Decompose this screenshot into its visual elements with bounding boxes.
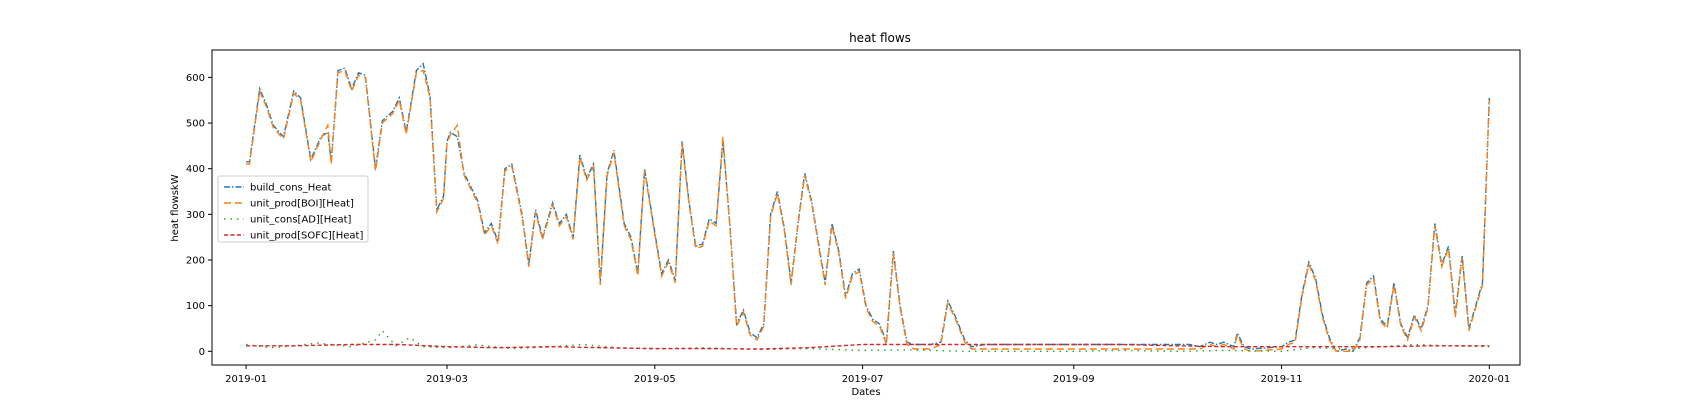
series-line-unit-cons-ad-heat- xyxy=(246,329,1490,353)
x-tick-label: 2019-07 xyxy=(842,374,884,385)
plot-area xyxy=(246,62,1490,353)
x-tick-label: 2020-01 xyxy=(1468,374,1510,385)
y-axis: 0 100 200 300 400 500 600 xyxy=(186,73,212,358)
series-line-unit-prod-boi-heat- xyxy=(246,69,1490,353)
series-line-build-cons-heat xyxy=(246,62,1490,353)
chart-title: heat flows xyxy=(849,31,911,45)
y-tick-label: 200 xyxy=(186,256,205,267)
y-tick-label: 400 xyxy=(186,164,205,175)
plot-frame xyxy=(211,49,1521,366)
x-axis: 2019-01 2019-03 2019-05 2019-07 2019-09 2019-… xyxy=(225,365,1510,385)
legend-label: unit_prod[SOFC][Heat] xyxy=(250,231,363,242)
x-tick-label: 2019-01 xyxy=(225,374,267,385)
y-tick-label: 300 xyxy=(186,210,205,221)
y-axis-title: heat flowskW xyxy=(170,174,181,241)
x-tick-label: 2019-11 xyxy=(1261,374,1303,385)
series-line-unit-prod-sofc-heat- xyxy=(246,343,1490,350)
legend-label: build_cons_Heat xyxy=(250,183,332,194)
legend: build_cons_Heat unit_prod[BOI][Heat] unit_… xyxy=(217,175,369,243)
y-tick-label: 0 xyxy=(199,347,205,358)
legend-label: unit_prod[BOI][Heat] xyxy=(250,199,354,210)
legend-box xyxy=(217,175,369,243)
x-tick-label: 2019-09 xyxy=(1053,374,1095,385)
x-axis-title: Dates xyxy=(851,387,880,398)
x-tick-label: 2019-03 xyxy=(426,374,468,385)
x-tick-label: 2019-05 xyxy=(634,374,676,385)
y-tick-label: 500 xyxy=(186,119,205,130)
y-tick-label: 600 xyxy=(186,73,205,84)
y-tick-label: 100 xyxy=(186,301,205,312)
legend-label: unit_cons[AD][Heat] xyxy=(250,215,352,226)
